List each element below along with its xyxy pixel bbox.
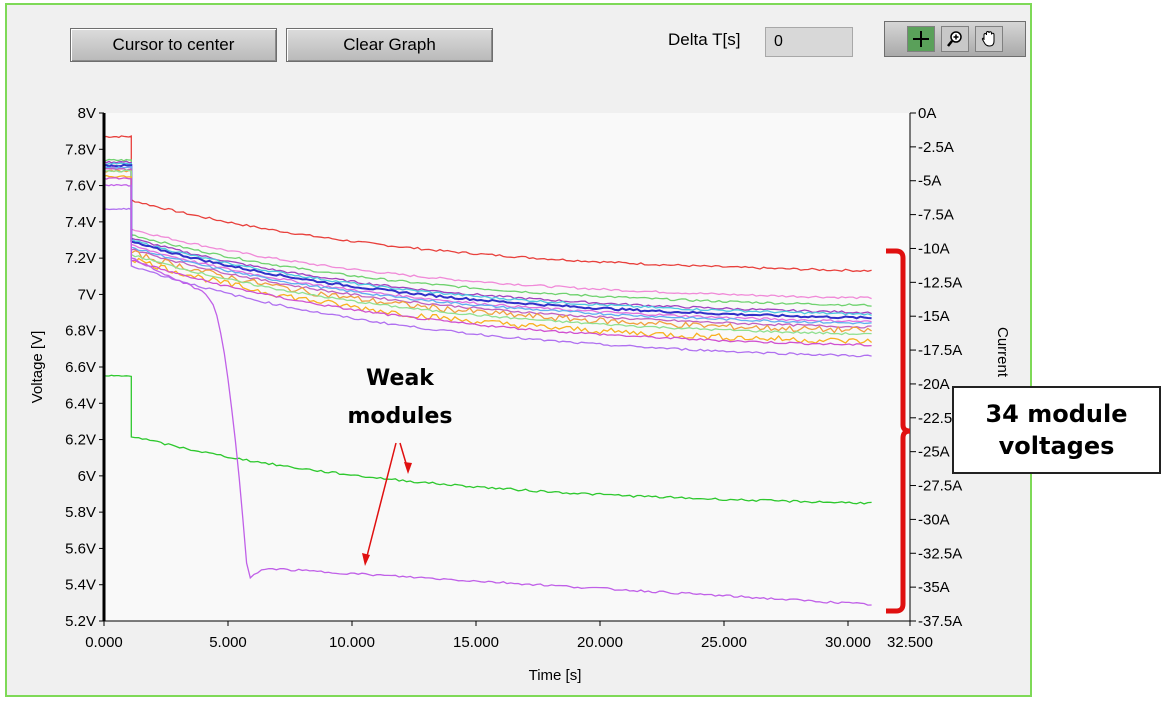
y2-tick-label: -5A <box>918 173 941 190</box>
y-tick-label: 6.6V <box>65 359 96 376</box>
y2-tick-label: -35A <box>918 579 950 596</box>
cursor-move-tool[interactable] <box>907 26 935 52</box>
delta-t-label: Delta T[s] <box>668 30 741 49</box>
y2-tick-label: -22.5A <box>918 410 962 427</box>
arrowhead-purple <box>362 553 370 566</box>
graph-tools-palette <box>884 21 1026 57</box>
plot-area <box>104 113 910 621</box>
y-tick-label: 5.2V <box>65 613 96 630</box>
module-voltages-callout: 34 module voltages <box>952 386 1161 474</box>
series-line-1 <box>103 135 872 273</box>
y2-tick-label: 0A <box>918 105 936 122</box>
y-tick-label: 7.2V <box>65 250 96 267</box>
x-tick-label: 15.000 <box>453 634 499 651</box>
zoom-tool[interactable] <box>941 26 969 52</box>
y-tick-label: 7.6V <box>65 178 96 195</box>
y-tick-label: 5.8V <box>65 504 96 521</box>
y2-tick-label: -27.5A <box>918 478 962 495</box>
x-tick-label: 10.000 <box>329 634 375 651</box>
series-line-3 <box>103 158 872 307</box>
series-line-5 <box>103 161 872 316</box>
series-line-9 <box>103 168 872 329</box>
y2-tick-label: -15A <box>918 308 950 325</box>
callout-line2: voltages <box>998 432 1115 460</box>
y-tick-label: 5.4V <box>65 577 96 594</box>
cursor-to-center-button[interactable]: Cursor to center <box>70 28 277 62</box>
series-line-10 <box>103 169 872 334</box>
series-line-2 <box>103 164 872 300</box>
x-tick-label: 20.000 <box>577 634 623 651</box>
delta-t-input[interactable] <box>765 27 853 57</box>
callout-line1: 34 module <box>985 400 1128 428</box>
bracket-marker <box>886 248 911 614</box>
x-axis-title: Time [s] <box>529 667 582 684</box>
pan-hand-tool-icon <box>981 30 995 47</box>
y2-tick-label: -32.5A <box>918 545 962 562</box>
y2-tick-label: -7.5A <box>918 207 954 224</box>
pan-hand-tool[interactable] <box>975 26 1003 52</box>
cursor-move-tool-icon <box>913 31 929 47</box>
y2-tick-label: -10A <box>918 240 950 257</box>
series-line-8 <box>103 165 872 325</box>
x-tick-label: 32.500 <box>887 634 933 651</box>
x-tick-label: 30.000 <box>825 634 871 651</box>
series-line-13 <box>103 177 872 347</box>
y-tick-label: 6.4V <box>65 395 96 412</box>
x-tick-label: 0.000 <box>85 634 123 651</box>
series-line-7 <box>103 166 872 323</box>
y2-tick-label: -25A <box>918 444 950 461</box>
y2-tick-label: -20A <box>918 376 950 393</box>
series-line-6 <box>103 163 872 320</box>
y-tick-label: 8V <box>78 105 96 122</box>
y-tick-label: 6V <box>78 468 96 485</box>
series-line-14 <box>103 207 872 358</box>
series-line-15 <box>103 374 872 505</box>
clear-graph-button[interactable]: Clear Graph <box>286 28 493 62</box>
series-line-12 <box>103 174 873 345</box>
y-tick-label: 7.8V <box>65 141 96 158</box>
y2-tick-label: -30A <box>918 511 950 528</box>
x-tick-label: 25.000 <box>701 634 747 651</box>
series-line-11 <box>103 169 872 336</box>
y2-tick-label: -17.5A <box>918 342 962 359</box>
y-tick-label: 7.4V <box>65 214 96 231</box>
arrowhead-green <box>404 462 412 474</box>
weak-modules-annotation-line2: modules <box>347 404 452 429</box>
y-tick-label: 6.2V <box>65 432 96 449</box>
series-line-16 <box>103 184 872 606</box>
y-tick-label: 6.8V <box>65 323 96 340</box>
weak-modules-annotation-line1: Weak <box>366 366 435 391</box>
y2-axis-title: Current <box>994 327 1011 378</box>
y2-tick-label: -12.5A <box>918 274 962 291</box>
y2-tick-label: -2.5A <box>918 139 954 156</box>
zoom-tool-icon <box>947 31 962 47</box>
y2-tick-label: -37.5A <box>918 613 962 630</box>
y-tick-label: 7V <box>78 286 96 303</box>
x-tick-label: 5.000 <box>209 634 247 651</box>
y-tick-label: 5.6V <box>65 540 96 557</box>
arrow-to-purple-line <box>365 442 397 561</box>
y-axis-title: Voltage [V] <box>29 331 46 404</box>
